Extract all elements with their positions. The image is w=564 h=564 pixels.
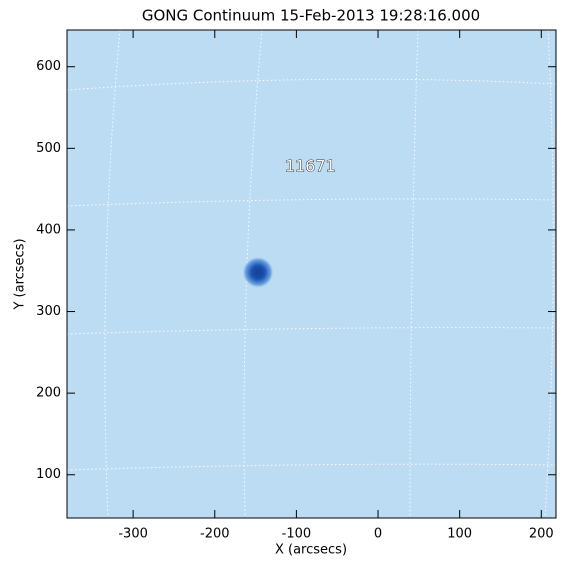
y-tick-label: 300 [36,304,61,319]
x-tick-label: -200 [200,527,230,542]
y-tick-label: 200 [36,386,61,401]
x-axis-label: X (arcsecs) [275,543,347,558]
y-tick-label: 600 [36,59,61,74]
x-tick-label: 200 [529,527,554,542]
x-tick-label: -100 [282,527,312,542]
annotation: 11671 [285,157,336,176]
sunspot-core [253,267,264,278]
chart-title: GONG Continuum 15-Feb-2013 19:28:16.000 [142,7,480,25]
y-tick-label: 100 [36,467,61,482]
x-tick-label: 100 [447,527,472,542]
heliographic-grid [67,30,556,518]
plot-frame [66,29,557,519]
y-axis-label: Y (arcsecs) [13,238,28,310]
image-area [67,30,556,518]
y-tick-label: 500 [36,141,61,156]
y-tick-label: 400 [36,222,61,237]
x-tick-label: -300 [118,527,148,542]
x-tick-label: 0 [374,527,382,542]
